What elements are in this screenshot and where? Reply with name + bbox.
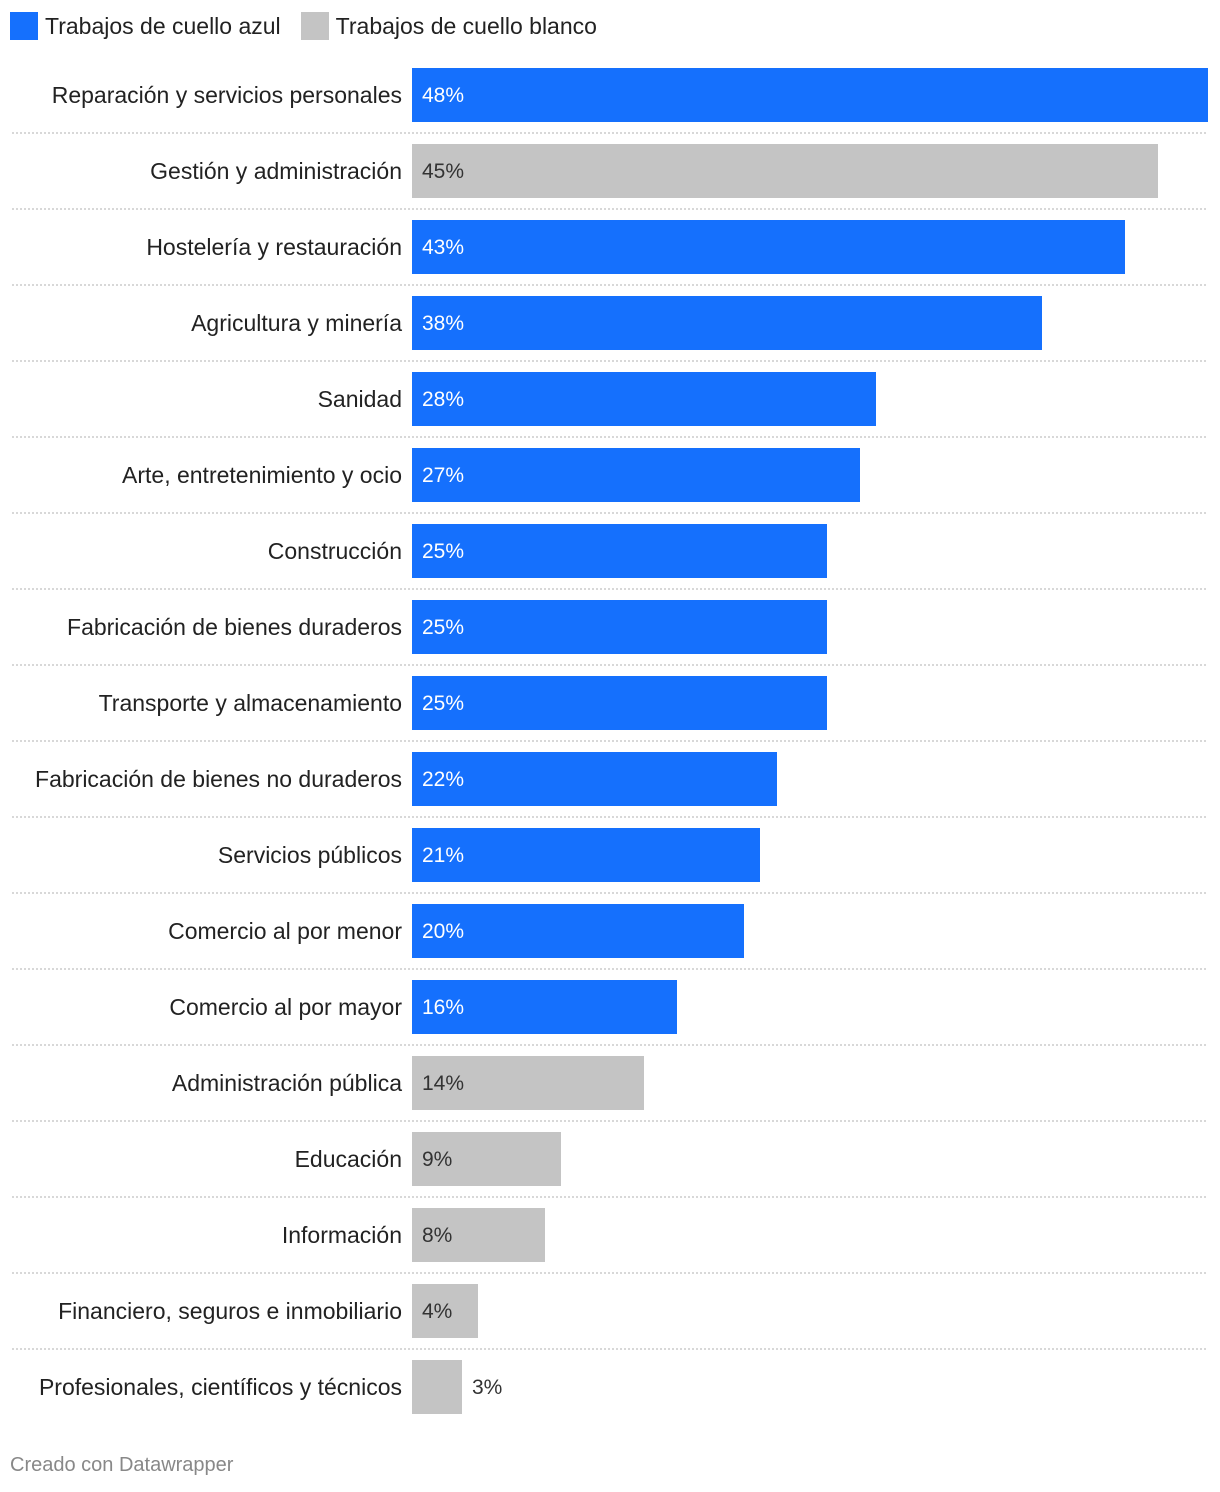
bar-azul [412,448,860,502]
bar-azul [412,752,777,806]
bar-azul [412,68,1208,122]
value-label: 38% [422,312,464,335]
category-label: Profesionales, científicos y técnicos [39,1374,402,1400]
footer-credit: Creado con Datawrapper [10,1454,234,1476]
value-label: 28% [422,388,464,411]
bar-azul [412,676,827,730]
value-label: 25% [422,616,464,639]
value-label: 14% [422,1072,464,1095]
category-label: Fabricación de bienes duraderos [67,614,402,640]
category-label: Transporte y almacenamiento [99,690,402,716]
legend-item-blue-collar: Trabajos de cuello azul [10,12,281,40]
bar-azul [412,600,827,654]
bar-azul [412,828,760,882]
category-label: Información [282,1222,402,1248]
value-label: 22% [422,768,464,791]
value-label: 25% [422,540,464,563]
bar-azul [412,904,744,958]
bar-blanco [412,144,1158,198]
bar-blanco [412,1132,561,1186]
category-label: Sanidad [318,386,402,412]
category-label: Agricultura y minería [191,310,402,336]
legend-label-white-collar: Trabajos de cuello blanco [335,12,597,39]
category-label: Fabricación de bienes no duraderos [35,766,402,792]
bar-chart: Reparación y servicios personales 48% Gest… [12,68,1208,1414]
category-label: Financiero, seguros e inmobiliario [58,1298,402,1324]
value-label: 8% [422,1224,452,1247]
value-label: 21% [422,844,464,867]
category-label: Gestión y administración [150,158,402,184]
category-label: Reparación y servicios personales [52,82,402,108]
category-label: Educación [295,1146,402,1172]
value-label: 20% [422,920,464,943]
value-label: 9% [422,1148,452,1171]
legend-swatch-blue [10,12,38,40]
value-label: 43% [422,236,464,259]
category-label: Administración pública [172,1070,402,1096]
value-label: 45% [422,160,464,183]
category-label: Hostelería y restauración [146,234,402,260]
bar-blanco [412,1284,478,1338]
bar-azul [412,980,677,1034]
value-label: 16% [422,996,464,1019]
bar-azul [412,220,1125,274]
value-label: 4% [422,1300,452,1323]
category-label: Servicios públicos [218,842,402,868]
bar-azul [412,524,827,578]
legend-label-blue-collar: Trabajos de cuello azul [45,12,281,39]
bar-azul [412,296,1042,350]
bar-azul [412,372,876,426]
category-label: Arte, entretenimiento y ocio [122,462,402,488]
value-label: 27% [422,464,464,487]
category-label: Construcción [268,538,402,564]
bar-blanco [412,1208,545,1262]
value-label: 48% [422,84,464,107]
legend: Trabajos de cuello azul Trabajos de cuel… [10,10,617,42]
value-label: 3% [472,1376,502,1399]
bar-blanco [412,1056,644,1110]
value-label: 25% [422,692,464,715]
category-label: Comercio al por mayor [169,994,402,1020]
bar-blanco [412,1360,462,1414]
legend-swatch-gray [300,12,329,40]
category-label: Comercio al por menor [168,918,402,944]
legend-item-white-collar: Trabajos de cuello blanco [300,12,597,40]
